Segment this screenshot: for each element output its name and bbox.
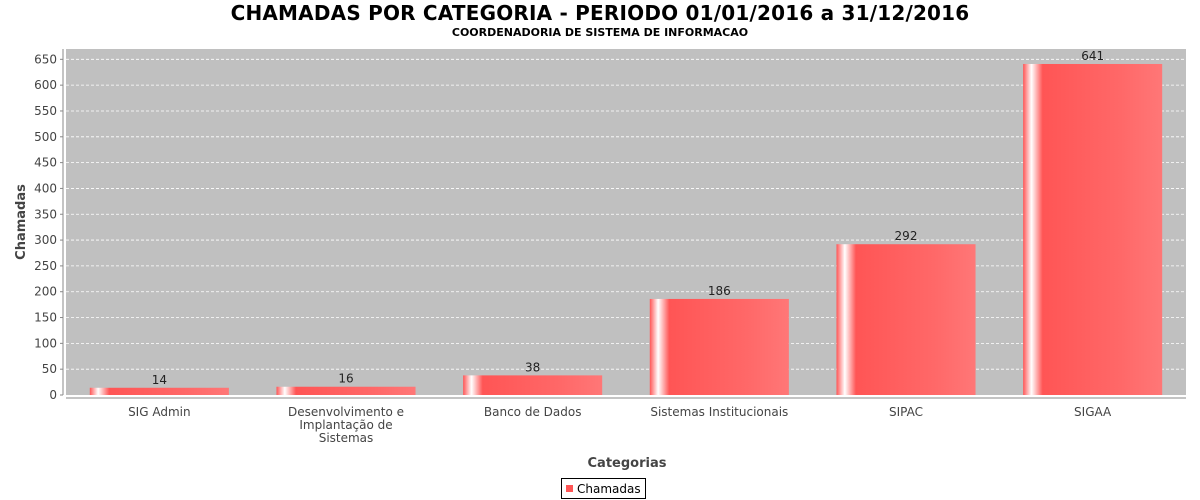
y-tick-label: 200 [34, 285, 57, 299]
chart-title: CHAMADAS POR CATEGORIA - PERIODO 01/01/2… [230, 1, 970, 25]
category-label: Desenvolvimento e [288, 405, 404, 419]
y-tick-label: 150 [34, 311, 57, 325]
x-axis-label: Categorias [588, 456, 667, 471]
legend-label: Chamadas [577, 481, 641, 496]
legend: Chamadas [561, 478, 646, 499]
category-label: SIPAC [889, 405, 923, 419]
bar [649, 298, 789, 395]
y-tick-label: 400 [34, 181, 57, 195]
legend-swatch [566, 485, 573, 492]
y-tick-label: 350 [34, 207, 57, 221]
category-label: Banco de Dados [484, 405, 582, 419]
chart-subtitle: COORDENADORIA DE SISTEMA DE INFORMACAO [451, 26, 749, 39]
plot-area [66, 49, 1186, 395]
y-tick-label: 0 [49, 388, 57, 402]
bar [836, 244, 976, 395]
y-tick-label: 50 [42, 362, 57, 376]
y-tick-label: 250 [34, 259, 57, 273]
y-tick-label: 450 [34, 156, 57, 170]
bar-value-label: 186 [708, 284, 731, 298]
category-label: SIGAA [1074, 405, 1112, 419]
y-tick-label: 500 [34, 130, 57, 144]
bar-value-label: 641 [1081, 49, 1104, 63]
y-tick-label: 650 [34, 52, 57, 66]
y-tick-label: 300 [34, 233, 57, 247]
category-label: SIG Admin [128, 405, 191, 419]
category-label: Sistemas [319, 431, 374, 445]
y-tick-label: 600 [34, 78, 57, 92]
y-tick-label: 100 [34, 336, 57, 350]
category-label: Sistemas Institucionais [650, 405, 788, 419]
bar-value-label: 16 [338, 372, 353, 386]
y-tick-label: 550 [34, 104, 57, 118]
category-label: Implantação de [299, 418, 392, 432]
bar-value-label: 14 [152, 373, 167, 387]
bar [463, 375, 603, 395]
bar-value-label: 38 [525, 360, 540, 374]
y-axis-label: Chamadas [14, 184, 29, 260]
bar-value-label: 292 [895, 229, 918, 243]
bar [89, 387, 229, 395]
bar [276, 386, 416, 395]
bar [1023, 63, 1163, 395]
